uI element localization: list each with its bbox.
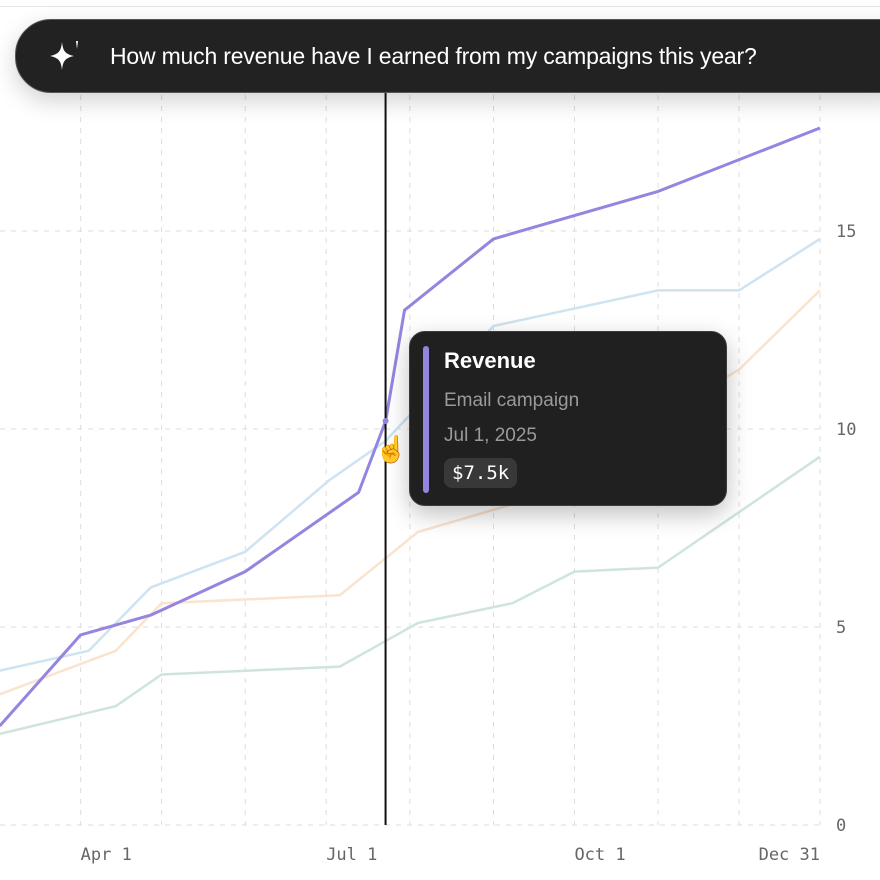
- series-line-0: [0, 126, 821, 727]
- tooltip-series: Email campaign: [444, 390, 580, 411]
- hover-point: [382, 418, 389, 424]
- x-tick-label: Apr 1: [81, 845, 132, 865]
- x-tick-label: Jul 1: [326, 845, 377, 865]
- prompt-text: How much revenue have I earned from my c…: [110, 42, 757, 69]
- tooltip-title: Revenue: [444, 348, 536, 373]
- y-tick-label: 15: [836, 222, 856, 242]
- sparkle-icon: [50, 41, 78, 70]
- series-line-3: [0, 455, 821, 736]
- series-line-1: [0, 237, 821, 672]
- divider: [0, 6, 880, 7]
- ai-prompt-bar[interactable]: How much revenue have I earned from my c…: [15, 19, 880, 93]
- x-tick-label: Oct 1: [574, 845, 625, 865]
- tooltip-value: $7.5k: [444, 458, 518, 488]
- x-tick-label: Dec 31: [759, 845, 820, 865]
- series-color-bar: [423, 346, 429, 493]
- tooltip-date: Jul 1, 2025: [444, 425, 537, 446]
- y-tick-label: 10: [836, 420, 856, 440]
- y-tick-label: 5: [836, 618, 846, 638]
- y-tick-label: 0: [836, 816, 846, 836]
- hand-cursor-icon: ☝: [375, 434, 408, 464]
- chart-tooltip: Revenue Email campaign Jul 1, 2025 $7.5k: [409, 331, 727, 506]
